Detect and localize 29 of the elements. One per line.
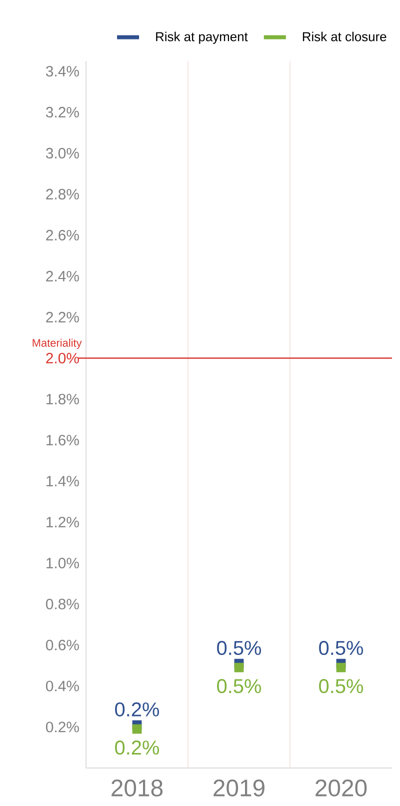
data-label: 0.2% [115,740,159,755]
data-label: 0.5% [319,640,363,656]
y-tick-label: 3.4% [46,66,79,77]
y-tick-label: 2.8% [46,188,79,200]
y-tick-label: 2.4% [46,270,79,282]
ref-line-label: Materiality [32,338,82,349]
y-tick-label: 1.2% [46,516,79,528]
y-tick-label: 1.8% [46,394,79,404]
y-tick-label: 0.4% [46,680,79,692]
x-tick-label: 2020 [316,780,367,796]
y-tick-label: 1.6% [46,434,79,446]
y-tick-label: 1.4% [46,476,79,486]
y-tick-label: 1.0% [46,558,79,568]
y-tick-label: 3.2% [46,106,79,118]
y-tick-label: 3.0% [46,148,79,158]
data-label: 0.2% [115,702,159,716]
data-label: 0.5% [217,640,261,656]
data-label: 0.5% [319,679,363,694]
y-tick-label: 0.6% [46,640,79,650]
y-tick-label: 2.0% [46,352,79,364]
x-tick-label: 2019 [214,780,264,796]
legend-label: Risk at closure [302,32,386,42]
x-tick-label: 2018 [112,780,163,796]
legend-label: Risk at payment [156,32,248,44]
y-tick-label: 0.8% [46,598,79,610]
y-tick-label: 2.2% [46,312,79,322]
y-tick-label: 2.6% [46,230,79,240]
y-tick-label: 0.2% [46,722,79,732]
data-label: 0.5% [217,679,261,694]
